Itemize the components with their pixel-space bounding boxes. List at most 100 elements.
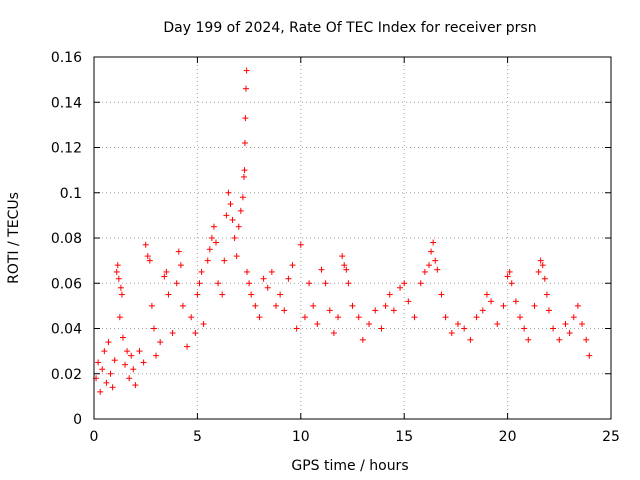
x-tick-labels: 0 5 10 15 20 25 [90, 429, 620, 445]
data-point [200, 320, 207, 327]
data-point [122, 361, 129, 368]
data-point [229, 216, 236, 223]
data-point [583, 336, 590, 343]
data-point [117, 284, 124, 291]
data-point [326, 307, 333, 314]
data-point [97, 388, 104, 395]
data-point [541, 275, 548, 282]
data-point [293, 325, 300, 332]
data-point [574, 302, 581, 309]
data-point [488, 298, 495, 305]
data-point [113, 268, 120, 275]
data-point [397, 284, 404, 291]
data-point [196, 280, 203, 287]
data-point [545, 307, 552, 314]
data-point [272, 302, 279, 309]
data-point [341, 262, 348, 269]
data-point [512, 298, 519, 305]
data-point [105, 339, 112, 346]
data-point [179, 302, 186, 309]
data-point [349, 302, 356, 309]
data-point [130, 366, 137, 373]
data-point [208, 235, 215, 241]
data-point [277, 291, 284, 298]
data-point [306, 280, 313, 287]
data-point [173, 280, 180, 287]
data-point [227, 201, 234, 208]
data-point [535, 268, 542, 275]
data-point [330, 330, 337, 337]
data-point [448, 330, 455, 337]
data-point [426, 262, 433, 269]
data-point [268, 268, 275, 275]
y-axis-label: ROTI / TECUs [6, 192, 22, 284]
data-point [301, 314, 308, 321]
data-point [210, 223, 217, 230]
data-point [537, 257, 544, 264]
data-point [366, 320, 373, 327]
data-point [343, 266, 350, 273]
data-point [115, 275, 122, 282]
data-point [318, 266, 325, 273]
data-point [432, 257, 439, 264]
data-point [405, 298, 412, 305]
data-point [508, 280, 515, 287]
data-point [215, 280, 222, 287]
data-point [543, 291, 550, 298]
data-point [500, 302, 507, 309]
data-point [479, 307, 486, 314]
data-point [506, 268, 513, 275]
data-point [243, 67, 250, 74]
data-point [204, 257, 211, 264]
y-tick-label: 0.12 [51, 141, 82, 157]
data-point [242, 115, 249, 122]
x-axis-label: GPS time / hours [291, 458, 408, 474]
data-point [240, 173, 247, 180]
chart-title: Day 199 of 2024, Rate Of TEC Index for r… [163, 20, 536, 36]
data-point [148, 302, 155, 309]
data-point [289, 262, 296, 269]
data-point [372, 307, 379, 314]
data-point [153, 352, 160, 359]
data-point [322, 280, 329, 287]
data-point [314, 320, 321, 327]
x-tick-label: 0 [90, 429, 99, 445]
data-point [163, 268, 170, 275]
data-point [586, 352, 593, 359]
data-point [417, 280, 424, 287]
x-tick-label: 5 [193, 429, 202, 445]
data-point [570, 314, 577, 321]
data-point [442, 314, 449, 321]
data-point [192, 330, 199, 337]
data-point [252, 302, 259, 309]
data-point [579, 320, 586, 327]
x-tick-label: 10 [292, 429, 310, 445]
data-point [401, 280, 408, 287]
data-point [132, 382, 139, 389]
data-point [142, 241, 149, 248]
data-point [438, 291, 445, 298]
data-point [111, 357, 118, 364]
y-tick-label: 0.14 [51, 95, 82, 111]
data-point [144, 253, 151, 260]
data-point [175, 248, 182, 255]
data-point [109, 384, 116, 391]
data-point [99, 366, 106, 373]
data-point [504, 273, 511, 280]
data-point [119, 334, 126, 341]
data-point [539, 262, 546, 269]
data-point [531, 302, 538, 309]
data-point [285, 275, 292, 282]
data-point [188, 314, 195, 321]
data-point [359, 336, 366, 343]
data-point [198, 268, 205, 275]
data-point [454, 320, 461, 327]
data-point [235, 223, 242, 230]
y-tick-label: 0.04 [51, 322, 82, 338]
y-tick-label: 0.06 [51, 276, 82, 292]
data-point [483, 291, 490, 298]
data-point [248, 291, 255, 298]
data-point [118, 291, 125, 298]
data-point [339, 253, 346, 260]
data-point [281, 307, 288, 314]
